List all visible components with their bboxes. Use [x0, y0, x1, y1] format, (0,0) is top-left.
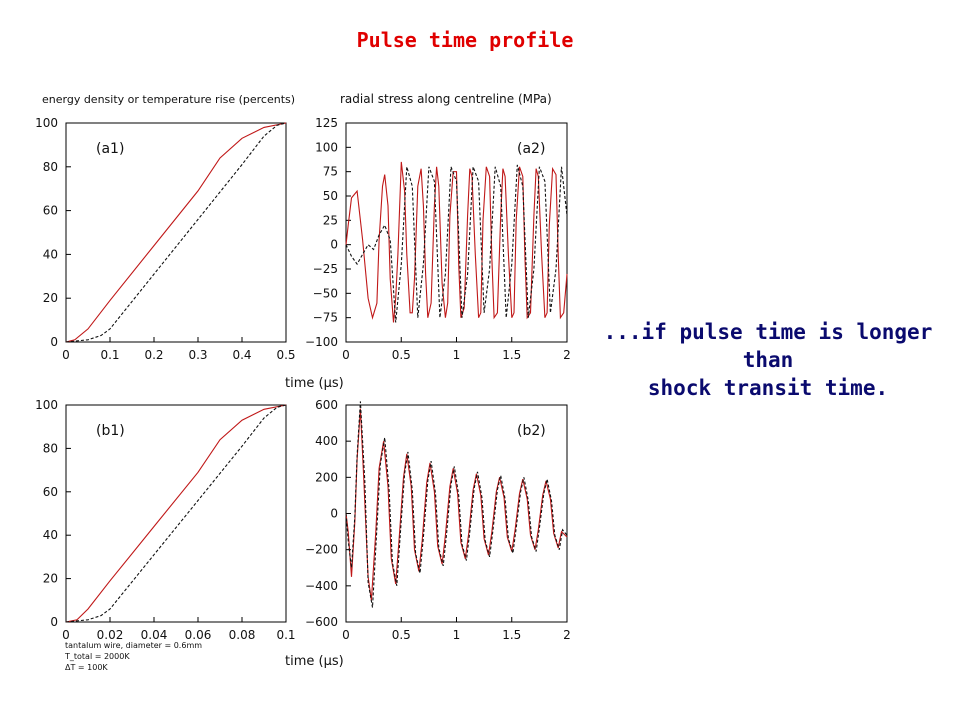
y-tick-label-b2: −200	[305, 543, 338, 557]
y-tick-label-b2: 0	[330, 507, 338, 521]
y-tick-label-a2: 125	[315, 116, 338, 130]
x-tick-label-b1: 0.08	[229, 628, 256, 642]
y-tick-label-a2: 25	[323, 213, 338, 227]
x-tick-label-a1: 0	[62, 348, 70, 362]
y-tick-label-a2: −25	[313, 262, 338, 276]
slide-title: Pulse time profile	[356, 28, 574, 52]
panel-label-a1: (a1)	[96, 141, 124, 157]
plot-frame-b1	[65, 404, 287, 623]
y-tick-label-a2: 100	[315, 140, 338, 154]
series-dashed-line-b1	[65, 404, 287, 623]
x-tick-label-a1: 0.2	[144, 348, 163, 362]
y-tick-label-a1: 20	[43, 291, 58, 305]
x-tick-label-a1: 0.5	[276, 348, 295, 362]
x-tick-label-a2: 1.5	[502, 348, 521, 362]
x-tick-label-b1: 0.06	[185, 628, 212, 642]
panel-b1: 0 0.02 0.04 0.06 0.08 0.1 0 20 40 60 80 100 (b1)	[35, 398, 295, 642]
panel-b2: 0 0.5 1 1.5 2 −600 −400 −200 0 200 400 600 (b2)	[305, 398, 571, 642]
y-tick-label-a2: −75	[313, 311, 338, 325]
x-tick-label-b1: 0.02	[97, 628, 124, 642]
annotation-line-2: than	[742, 348, 794, 372]
footnote-3: ΔT = 100K	[65, 663, 108, 672]
series-dashed-line-a1	[65, 122, 287, 343]
y-tick-label-b1: 100	[35, 398, 58, 412]
panel-label-a2: (a2)	[517, 141, 545, 157]
right-header: radial stress along centreline (MPa)	[340, 92, 552, 106]
y-tick-label-b1: 60	[43, 485, 58, 499]
series-solid-line-a2	[345, 161, 568, 323]
annotation-line-3: shock transit time.	[647, 376, 889, 400]
panel-label-b1: (b1)	[96, 423, 125, 439]
series-solid-line-b1	[65, 404, 287, 623]
panel-a1: 0 0.1 0.2 0.3 0.4 0.5 0 20 40 60 80 100 (a1)	[35, 116, 295, 362]
xlabel-bottom: time (μs)	[285, 654, 344, 669]
y-tick-label-b2: 400	[315, 434, 338, 448]
y-tick-label-a1: 100	[35, 116, 58, 130]
footnote-1: tantalum wire, diameter = 0.6mm	[65, 641, 202, 650]
x-tick-label-a2: 2	[563, 348, 571, 362]
x-tick-label-b2: 1.5	[502, 628, 521, 642]
y-tick-label-b2: −400	[305, 579, 338, 593]
x-tick-label-b2: 0.5	[392, 628, 411, 642]
x-tick-label-a2: 0	[342, 348, 350, 362]
series-dashed-line-a2	[345, 164, 568, 323]
y-tick-label-a1: 40	[43, 247, 58, 261]
x-tick-label-b1: 0.04	[141, 628, 168, 642]
y-tick-label-b1: 80	[43, 441, 58, 455]
y-tick-label-a2: 75	[323, 165, 338, 179]
x-tick-label-a1: 0.4	[232, 348, 251, 362]
y-tick-label-a2: 0	[330, 238, 338, 252]
x-tick-label-a2: 0.5	[392, 348, 411, 362]
x-tick-label-b2: 2	[563, 628, 571, 642]
plot-frame-a1	[65, 122, 287, 343]
series-solid-line-b2	[345, 408, 568, 601]
panel-a2: 0 0.5 1 1.5 2 −100 −75 −50 −25 0 25 50 75 100 125 (a2)	[305, 116, 571, 362]
y-tick-label-b1: 20	[43, 572, 58, 586]
annotation-line-1: ...if pulse time is longer	[603, 320, 933, 344]
y-tick-label-b2: 200	[315, 470, 338, 484]
x-tick-label-a1: 0.1	[100, 348, 119, 362]
y-tick-label-a2: 50	[323, 189, 338, 203]
annotation-text: ...if pulse time is longer than shock tr…	[578, 318, 958, 402]
y-tick-label-b2: −600	[305, 615, 338, 629]
y-tick-label-a2: −50	[313, 286, 338, 300]
series-dashed-line-b2	[345, 401, 568, 608]
x-tick-label-b2: 1	[453, 628, 461, 642]
footnote-2: T_total = 2000K	[64, 652, 130, 661]
x-tick-label-b1: 0	[62, 628, 70, 642]
y-tick-label-a1: 0	[50, 335, 58, 349]
x-tick-label-a1: 0.3	[188, 348, 207, 362]
y-tick-label-a1: 60	[43, 204, 58, 218]
y-tick-label-b1: 40	[43, 528, 58, 542]
x-tick-label-b2: 0	[342, 628, 350, 642]
x-tick-label-a2: 1	[453, 348, 461, 362]
xlabel-top: time (μs)	[285, 376, 344, 391]
y-tick-label-b1: 0	[50, 615, 58, 629]
series-solid-line-a1	[65, 122, 287, 343]
y-tick-label-b2: 600	[315, 398, 338, 412]
y-tick-label-a2: −100	[305, 335, 338, 349]
left-header: energy density or temperature rise (perc…	[42, 93, 295, 106]
panel-label-b2: (b2)	[517, 423, 546, 439]
y-tick-label-a1: 80	[43, 160, 58, 174]
x-tick-label-b1: 0.1	[276, 628, 295, 642]
